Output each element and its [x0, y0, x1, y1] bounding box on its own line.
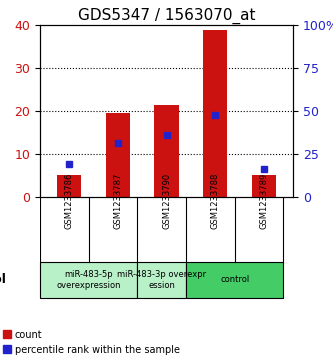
Text: GSM1233788: GSM1233788 — [211, 172, 220, 229]
Bar — [106, 113, 130, 196]
Text: GSM1233786: GSM1233786 — [65, 172, 74, 229]
FancyBboxPatch shape — [137, 262, 186, 298]
Bar — [154, 105, 179, 196]
Bar — [57, 175, 81, 196]
Text: protocol: protocol — [0, 273, 6, 286]
Bar — [252, 175, 276, 196]
Text: miR-483-3p overexpr
ession: miR-483-3p overexpr ession — [117, 270, 206, 290]
Text: miR-483-5p
overexpression: miR-483-5p overexpression — [56, 270, 121, 290]
Text: GSM1233787: GSM1233787 — [113, 172, 122, 229]
Title: GDS5347 / 1563070_at: GDS5347 / 1563070_at — [78, 8, 255, 24]
Text: GSM1233789: GSM1233789 — [259, 173, 268, 229]
Legend: count, percentile rank within the sample: count, percentile rank within the sample — [0, 326, 184, 359]
FancyBboxPatch shape — [40, 262, 137, 298]
FancyBboxPatch shape — [186, 262, 283, 298]
Text: GSM1233790: GSM1233790 — [162, 173, 171, 229]
Text: control: control — [220, 276, 249, 285]
Bar — [203, 30, 227, 196]
